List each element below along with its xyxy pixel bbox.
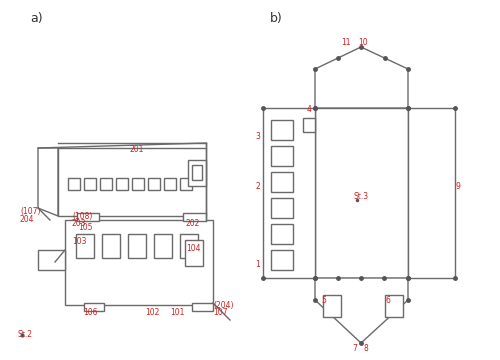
Bar <box>180 234 198 258</box>
Polygon shape <box>315 278 408 343</box>
Text: (204): (204) <box>213 301 234 310</box>
Text: 4: 4 <box>307 105 312 114</box>
Bar <box>271 224 293 244</box>
Text: 102: 102 <box>145 308 160 317</box>
Text: (108): (108) <box>72 212 92 221</box>
Text: 5: 5 <box>321 296 326 305</box>
Bar <box>154 234 172 258</box>
Bar <box>116 178 128 190</box>
Text: 203: 203 <box>72 219 86 228</box>
Text: 7: 7 <box>352 344 357 353</box>
Bar <box>65 220 213 305</box>
Text: 105: 105 <box>78 223 92 232</box>
Polygon shape <box>38 148 58 216</box>
Bar <box>408 108 455 278</box>
Text: St.2: St.2 <box>18 330 33 339</box>
Bar <box>323 295 341 317</box>
Text: 6: 6 <box>386 296 391 305</box>
Text: b): b) <box>270 12 283 25</box>
Bar <box>271 120 293 140</box>
Bar <box>148 178 160 190</box>
Text: 3: 3 <box>255 132 260 141</box>
Bar <box>385 295 403 317</box>
Text: a): a) <box>30 12 42 25</box>
Bar <box>84 178 96 190</box>
Text: 8: 8 <box>364 344 369 353</box>
Text: 202: 202 <box>185 219 200 228</box>
Bar <box>100 178 112 190</box>
Text: 201: 201 <box>130 145 144 154</box>
Text: 106: 106 <box>83 308 98 317</box>
Bar <box>102 234 120 258</box>
Bar <box>183 213 206 221</box>
Bar <box>188 160 206 186</box>
Bar <box>263 108 315 278</box>
Text: 204: 204 <box>20 215 34 224</box>
Text: (107): (107) <box>20 207 40 216</box>
Bar <box>128 234 146 258</box>
Bar <box>132 178 144 190</box>
Text: 104: 104 <box>186 244 200 253</box>
Text: 2: 2 <box>255 182 260 191</box>
Bar <box>315 108 408 278</box>
Bar <box>271 146 293 166</box>
Bar <box>68 178 80 190</box>
Text: 10: 10 <box>358 38 368 47</box>
Text: 11: 11 <box>341 38 350 47</box>
Bar <box>303 118 315 132</box>
Text: 1: 1 <box>255 260 260 269</box>
Bar <box>271 172 293 192</box>
Bar <box>271 198 293 218</box>
Bar <box>77 213 99 221</box>
Bar <box>271 250 293 270</box>
Bar <box>76 234 94 258</box>
Bar <box>192 165 202 180</box>
Text: 9: 9 <box>456 182 461 191</box>
Text: 107: 107 <box>213 308 228 317</box>
Bar <box>164 178 176 190</box>
Bar <box>192 303 213 311</box>
Bar <box>180 178 192 190</box>
Bar <box>84 303 104 311</box>
Bar <box>185 240 203 266</box>
Bar <box>38 250 65 270</box>
Polygon shape <box>315 47 408 108</box>
Bar <box>58 148 206 216</box>
Text: 103: 103 <box>72 237 86 246</box>
Text: St.3: St.3 <box>354 192 369 201</box>
Text: 101: 101 <box>170 308 184 317</box>
